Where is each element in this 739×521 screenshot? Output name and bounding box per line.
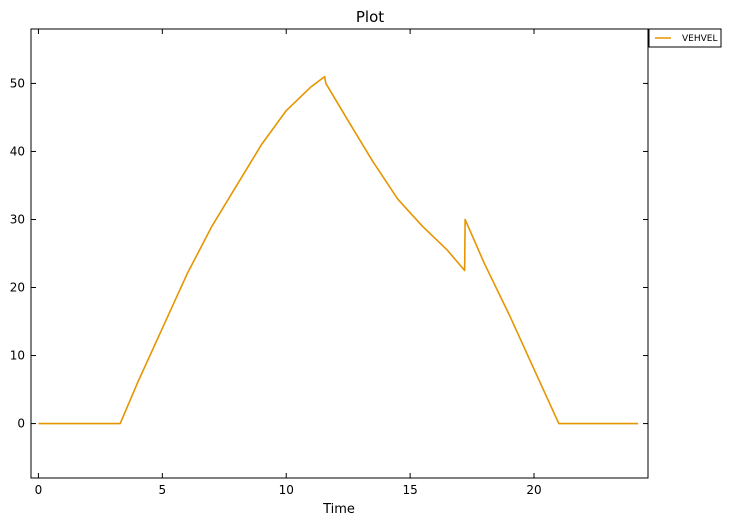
x-tick-label-20: 20 (526, 483, 541, 497)
legend-box (648, 28, 722, 48)
y-tick-label-20: 20 (10, 281, 25, 295)
chart-title: Plot (356, 8, 384, 26)
y-tick-label-40: 40 (10, 144, 25, 158)
x-axis-label: Time (322, 502, 355, 517)
y-tick-label-30: 30 (10, 212, 25, 226)
axis-ticks: 0 5 10 15 20 0 10 20 30 40 50 (10, 29, 648, 497)
y-tick-label-50: 50 (10, 76, 25, 90)
legend-label-vehvel: VEHVEL (682, 34, 717, 44)
plot-area (30, 28, 649, 479)
y-tick-label-10: 10 (10, 349, 25, 363)
x-tick-label-0: 0 (35, 483, 43, 497)
y-tick-label-0: 0 (17, 417, 25, 431)
legend: VEHVEL (648, 28, 722, 48)
x-tick-label-5: 5 (159, 483, 167, 497)
series-line-vehvel (38, 75, 639, 425)
series-layer (38, 75, 639, 425)
x-tick-label-10: 10 (279, 483, 294, 497)
x-tick-label-15: 15 (402, 483, 417, 497)
